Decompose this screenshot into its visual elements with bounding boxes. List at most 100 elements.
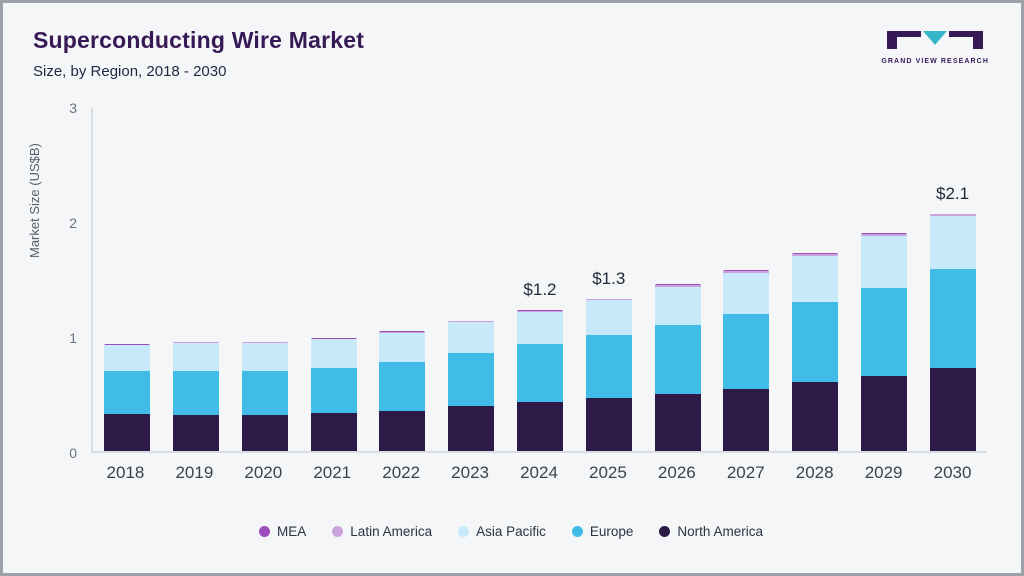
x-tick-label: 2028 — [795, 463, 834, 482]
y-axis-ticks: 0 1 2 3 — [69, 100, 89, 461]
bar-segment-latin-america — [723, 271, 770, 273]
bar-segment-mea — [792, 253, 839, 254]
legend-dot — [259, 526, 271, 537]
x-tick-label: 2025 — [589, 463, 627, 482]
legend-dot — [571, 526, 583, 537]
bar-segment-north-america — [241, 415, 288, 451]
bar-segment-latin-america — [173, 342, 220, 343]
bar-segment-europe — [723, 314, 770, 389]
x-tick-label: 2019 — [175, 463, 214, 482]
bar-segment-north-america — [929, 368, 976, 451]
y-axis-title: Market Size (US$B) — [27, 143, 42, 258]
bar-segment-north-america — [448, 406, 495, 451]
bar-segment-asia-pacific — [379, 332, 426, 363]
bar-segment-north-america — [379, 410, 426, 451]
legend-label: North America — [677, 524, 763, 539]
bar-column-2030: $2.1 — [918, 108, 987, 451]
bar-segment-asia-pacific — [723, 272, 770, 315]
bar-stack — [792, 253, 839, 451]
bar-segment-asia-pacific — [654, 286, 701, 325]
bar-segment-europe — [104, 370, 151, 415]
bar-segment-asia-pacific — [792, 255, 839, 302]
bar-stack — [860, 233, 907, 451]
bar-segment-north-america — [310, 413, 357, 451]
bar-segment-asia-pacific — [173, 342, 220, 371]
bar-segment-north-america — [104, 414, 151, 451]
x-axis-labels: 2018 2019 2020 2021 2022 2023 2024 2025 2026 2027… — [91, 463, 987, 483]
legend: MEA Latin America Asia Pacific Europe North … — [33, 524, 989, 539]
bar-value-label: $1.2 — [523, 280, 557, 300]
bar-segment-asia-pacific — [929, 216, 976, 270]
bar-column-2027 — [712, 108, 781, 451]
legend-dot — [458, 526, 470, 537]
x-tick-label: 2026 — [657, 463, 696, 482]
bar-segment-north-america — [723, 388, 770, 451]
x-tick-label: 2024 — [520, 463, 558, 482]
bar-segment-latin-america — [448, 321, 495, 323]
bar-segment-europe — [860, 287, 907, 377]
bar-column-2018 — [93, 108, 162, 451]
plot-area: $1.2 $1.3 $2.1 — [91, 108, 987, 453]
bar-stack — [104, 344, 151, 451]
page-title: Superconducting Wire Market — [33, 27, 365, 53]
bar-stack — [310, 338, 357, 451]
bar-segment-europe — [310, 368, 357, 414]
bar-segment-latin-america — [516, 310, 563, 312]
bar-segment-europe — [654, 324, 701, 394]
bar-segment-mea — [585, 298, 632, 300]
bar-segment-europe — [448, 353, 495, 407]
bar-segment-north-america — [173, 415, 220, 451]
bar-stack — [379, 331, 426, 451]
x-tick-label: 2029 — [864, 463, 903, 482]
bar-segment-europe — [379, 362, 426, 411]
bar-segment-mea — [860, 233, 907, 234]
bar-segment-north-america — [585, 398, 632, 451]
x-tick-label: 2030 — [933, 463, 972, 482]
bar-value-label: $1.3 — [592, 268, 626, 288]
bar-stack — [654, 284, 701, 451]
x-tick-label: 2020 — [244, 463, 283, 482]
legend-item-asia-pacific: Asia Pacific — [458, 524, 546, 539]
bar-segment-europe — [516, 344, 563, 402]
bar-stack — [929, 213, 976, 451]
bar-column-2028 — [781, 108, 850, 451]
bar-segment-europe — [929, 269, 976, 369]
gvr-logo-caption: GRAND VIEW RESEARCH — [881, 58, 989, 65]
bar-segment-asia-pacific — [448, 322, 495, 354]
bar-segment-europe — [173, 370, 220, 416]
bar-value-label: $2.1 — [936, 183, 970, 203]
bar-column-2019 — [162, 108, 231, 451]
bar-segment-asia-pacific — [516, 311, 563, 345]
bar-segment-north-america — [654, 393, 701, 451]
bar-column-2026 — [643, 108, 712, 451]
legend-item-north-america: North America — [659, 524, 763, 539]
bar-segment-north-america — [516, 401, 563, 451]
bar-segment-europe — [792, 301, 839, 382]
bar-segment-asia-pacific — [241, 342, 288, 371]
bar-column-2025: $1.3 — [574, 108, 643, 451]
bar-segment-asia-pacific — [860, 235, 907, 288]
legend-label: MEA — [277, 524, 307, 539]
legend-label: Asia Pacific — [476, 524, 546, 539]
bar-segment-latin-america — [929, 214, 976, 217]
bar-column-2021 — [299, 108, 368, 451]
bar-column-2029 — [849, 108, 918, 451]
x-tick-label: 2018 — [106, 463, 145, 482]
legend-item-latin-america: Latin America — [332, 524, 432, 539]
bar-segment-asia-pacific — [310, 339, 357, 369]
x-tick-label: 2027 — [726, 463, 765, 482]
bar-segment-latin-america — [585, 299, 632, 301]
bar-segment-europe — [585, 334, 632, 399]
x-tick-label: 2021 — [313, 463, 352, 482]
bar-stack — [241, 341, 288, 451]
bar-segment-latin-america — [792, 253, 839, 256]
legend-item-mea: MEA — [259, 524, 306, 539]
bar-column-2020 — [231, 108, 300, 451]
bar-segment-north-america — [792, 382, 839, 451]
page-subtitle: Size, by Region, 2018 - 2030 — [33, 63, 227, 80]
bar-segment-latin-america — [860, 233, 907, 236]
legend-item-europe: Europe — [571, 524, 633, 539]
bar-segment-mea — [723, 270, 770, 272]
legend-label: Latin America — [350, 524, 433, 539]
